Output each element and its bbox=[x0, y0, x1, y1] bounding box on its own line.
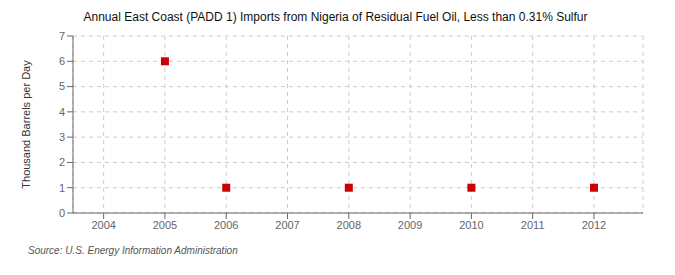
svg-text:7: 7 bbox=[59, 30, 65, 42]
svg-text:2008: 2008 bbox=[337, 219, 361, 231]
svg-text:2: 2 bbox=[59, 156, 65, 168]
html-text:Annual East Coast (PADD 1) Imp: Annual East Coast (PADD 1) Imports from … bbox=[83, 10, 588, 24]
svg-text:2011: 2011 bbox=[521, 219, 545, 231]
svg-text:3: 3 bbox=[59, 131, 65, 143]
svg-text:2012: 2012 bbox=[582, 219, 606, 231]
svg-text:5: 5 bbox=[59, 80, 65, 92]
svg-text:0: 0 bbox=[59, 207, 65, 219]
svg-text:2010: 2010 bbox=[459, 219, 483, 231]
svg-text:1: 1 bbox=[59, 182, 65, 194]
svg-text:2004: 2004 bbox=[91, 219, 115, 231]
svg-text:Thousand Barrels per Day: Thousand Barrels per Day bbox=[20, 60, 32, 189]
svg-text:2005: 2005 bbox=[153, 219, 177, 231]
svg-text:4: 4 bbox=[59, 106, 65, 118]
svg-text:2007: 2007 bbox=[275, 219, 299, 231]
svg-text:2006: 2006 bbox=[214, 219, 238, 231]
svg-text:2009: 2009 bbox=[398, 219, 422, 231]
html-text:Source: U.S. Energy Informatio: Source: U.S. Energy Information Administ… bbox=[28, 245, 238, 256]
svg-text:6: 6 bbox=[59, 55, 65, 67]
